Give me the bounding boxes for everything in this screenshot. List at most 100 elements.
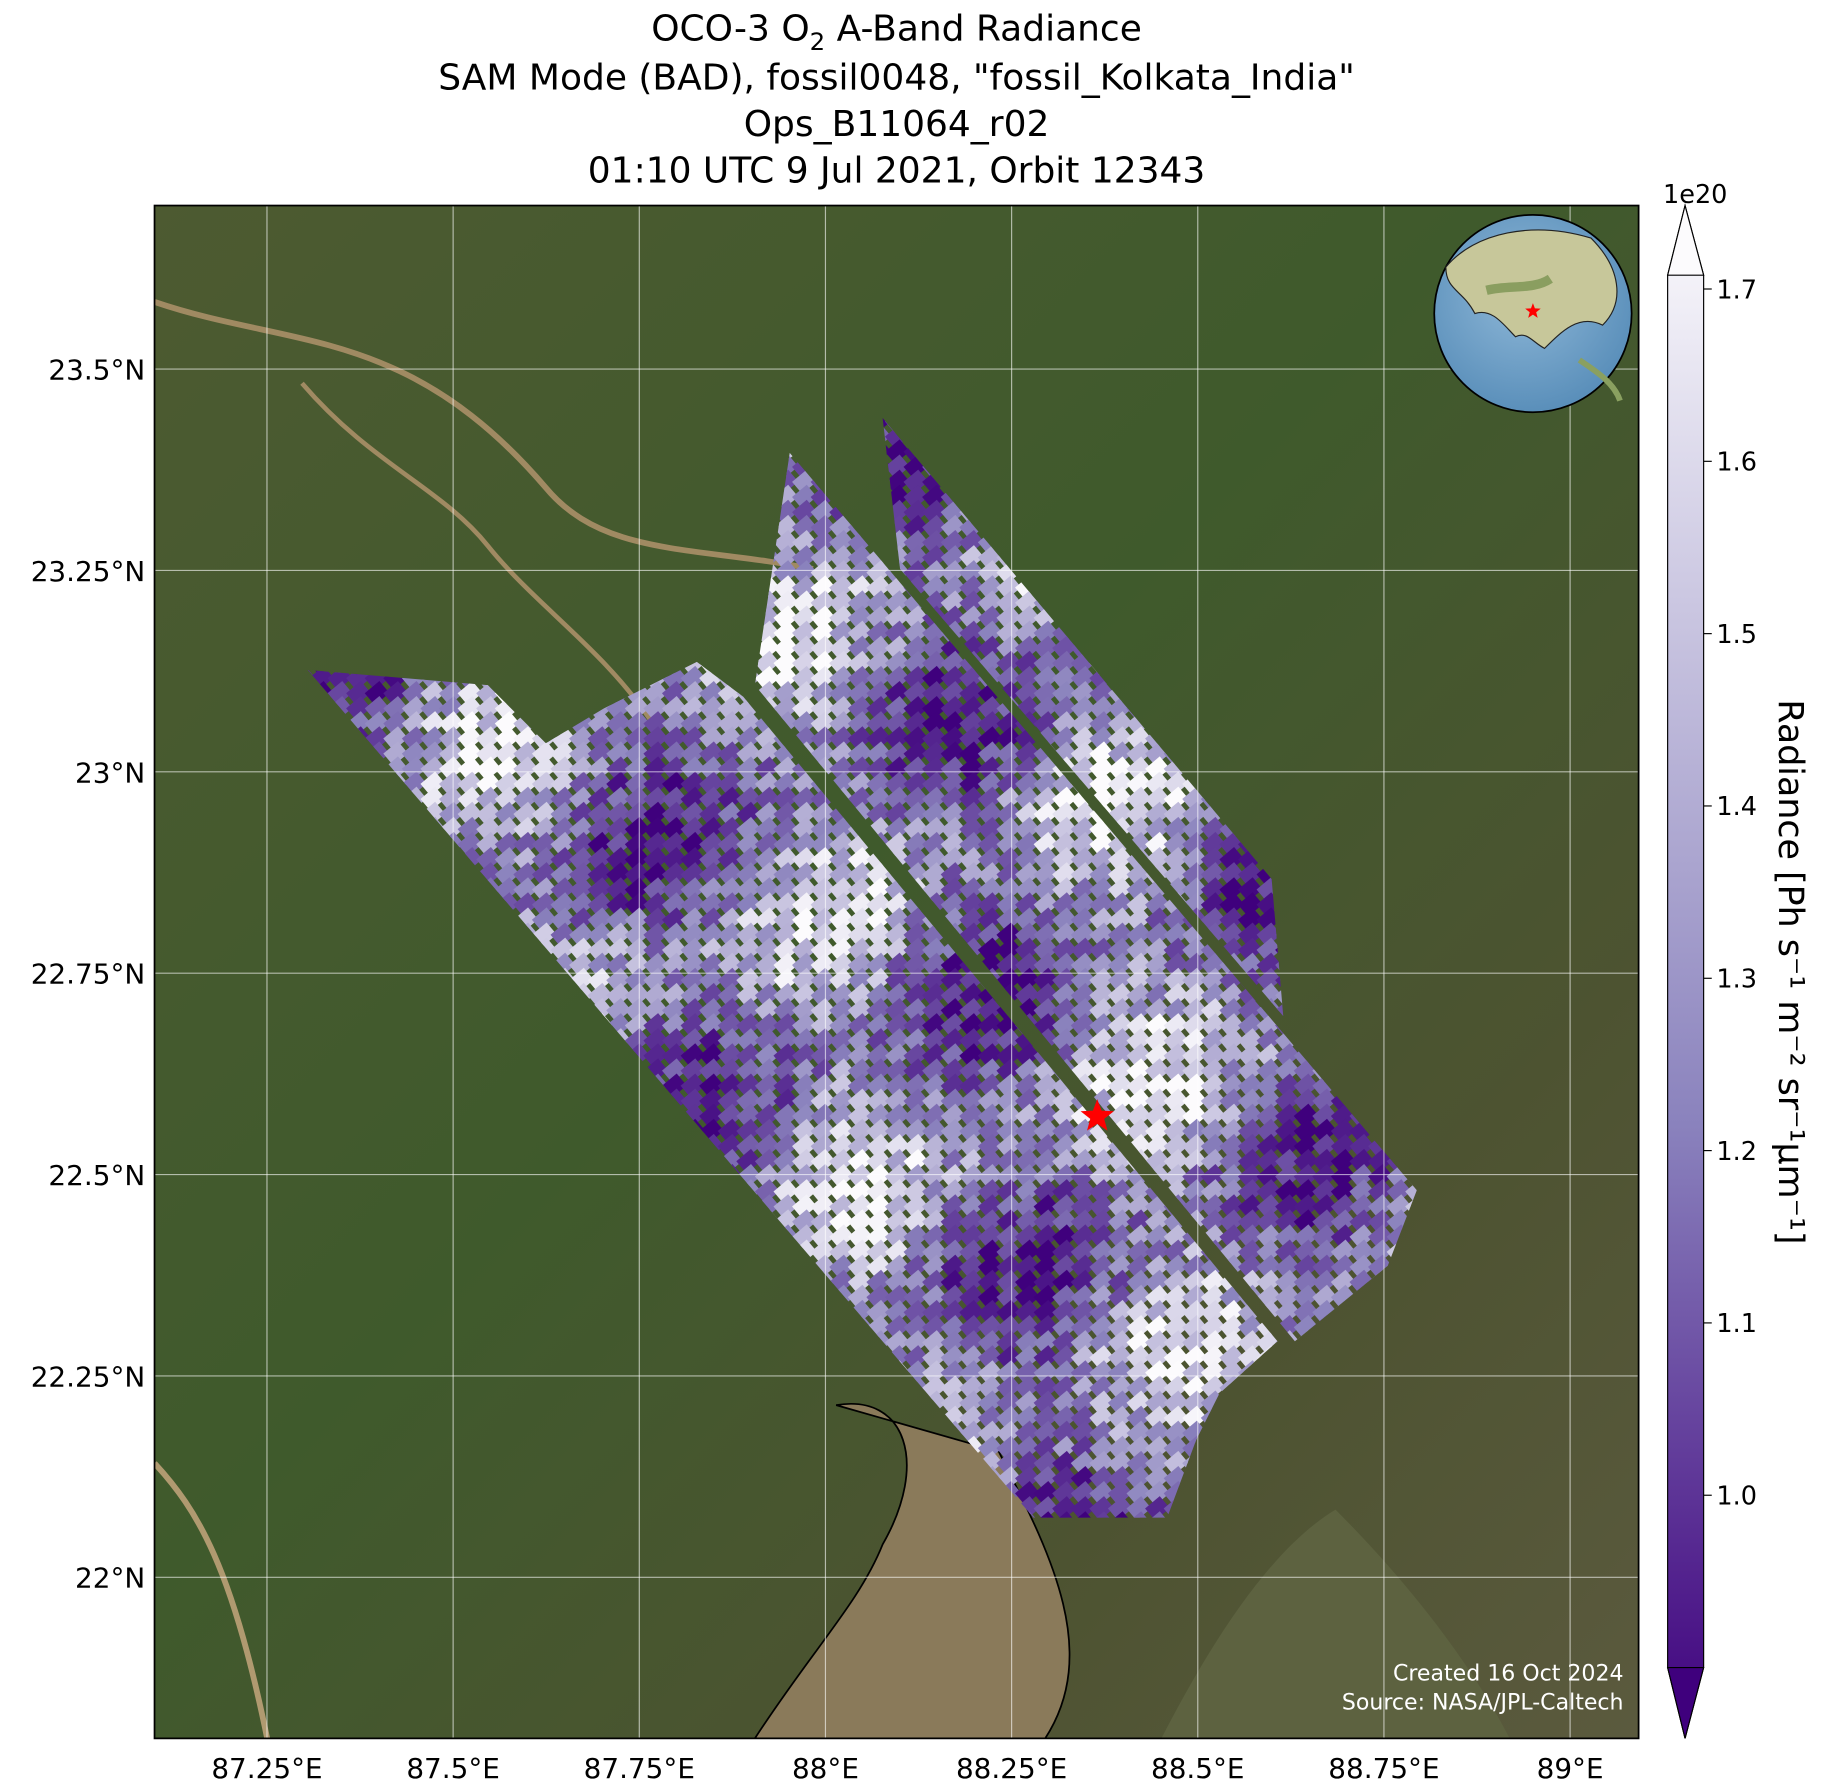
site-marker <box>1525 303 1541 318</box>
swath-cell <box>922 1345 947 1370</box>
x-tick-label: 89°E <box>1537 1752 1604 1785</box>
swath-cell <box>1256 1194 1282 1219</box>
swath-cell <box>680 967 706 993</box>
swath-cell <box>977 1179 1003 1204</box>
swath-cell <box>699 696 724 721</box>
swath-cell <box>1107 1435 1133 1461</box>
swath-cell <box>1219 907 1245 932</box>
swath-cell <box>1126 741 1152 766</box>
swath-cell <box>587 892 613 917</box>
swath-cell <box>1182 937 1207 962</box>
swath-cell <box>1145 1058 1170 1083</box>
swath-cell <box>773 650 799 676</box>
swath-cell <box>569 907 594 932</box>
swath-cell <box>866 907 892 932</box>
swath-cell <box>1107 1239 1133 1264</box>
swath-cell <box>810 1133 836 1159</box>
swath-cell <box>1163 1224 1189 1249</box>
swath-cell <box>810 1164 836 1189</box>
swath-cell <box>1107 1481 1133 1506</box>
swath-cell <box>1126 1299 1152 1325</box>
swath-cell <box>643 831 669 857</box>
swath-cell <box>1145 1420 1170 1445</box>
swath-cell <box>1182 1088 1207 1113</box>
swath-cell <box>531 771 557 796</box>
swath-cell <box>884 1103 910 1128</box>
swath-cell <box>1033 1254 1059 1279</box>
swath-cell <box>1089 741 1115 766</box>
swath-cell <box>736 997 762 1023</box>
swath-cell <box>1052 1496 1077 1518</box>
swath-cell <box>977 907 1003 932</box>
swath-cell <box>1015 1284 1040 1310</box>
swath-cell <box>1182 967 1207 993</box>
swath-cell <box>996 1375 1022 1400</box>
swath-cell <box>1330 1194 1356 1219</box>
swath-cell <box>940 1209 966 1234</box>
swath-cell <box>847 726 873 751</box>
swath-cell <box>1052 1481 1077 1506</box>
swath-cell <box>531 877 557 902</box>
swath-cell <box>1089 1360 1115 1385</box>
swath-cell <box>1126 726 1152 751</box>
swath-cell <box>754 1073 780 1098</box>
swath-cell <box>1089 907 1115 932</box>
swath-cell <box>513 816 539 842</box>
swath-cell <box>847 1043 873 1068</box>
swath-cell <box>977 1269 1003 1295</box>
swath-cell <box>1052 1375 1077 1400</box>
swath-cell <box>1107 1013 1133 1038</box>
swath-cell <box>643 967 669 993</box>
swath-cell <box>1312 1148 1338 1174</box>
swath-cell <box>550 877 576 902</box>
swath-cell <box>977 1209 1003 1234</box>
swath-cell <box>1145 1450 1170 1476</box>
swath-cell <box>922 726 947 751</box>
swath-cell <box>1145 1028 1170 1053</box>
swath-cell <box>903 741 929 766</box>
x-tick-label: 88.5°E <box>1151 1752 1245 1785</box>
swath-cell <box>1237 877 1263 902</box>
swath-cell <box>1200 862 1226 887</box>
swath-cell <box>847 635 873 660</box>
swath-cell <box>476 786 501 811</box>
swath-cell <box>1163 1405 1189 1430</box>
swath-cell <box>996 1360 1022 1385</box>
swath-cell <box>1145 952 1170 978</box>
swath-cell <box>884 726 910 751</box>
swath-cell <box>866 952 892 978</box>
swath-cell <box>1107 1420 1133 1445</box>
swath-cell <box>717 786 743 811</box>
swath-cell <box>903 1254 929 1279</box>
swath-cell <box>550 756 576 781</box>
swath-cell <box>717 877 743 902</box>
swath-cell <box>1033 1481 1059 1506</box>
swath-cell <box>866 726 892 751</box>
y-tick-label: 22.25°N <box>31 1360 146 1393</box>
swath-cell <box>903 650 929 676</box>
swath-cell <box>699 1043 724 1068</box>
swath-cell <box>1237 1088 1263 1113</box>
swath-cell <box>847 590 873 615</box>
swath-cell <box>1107 877 1133 902</box>
swath-cell <box>940 514 966 540</box>
swath-cell <box>1070 937 1096 962</box>
swath-cell <box>977 997 1003 1023</box>
swath-cell <box>1182 1405 1207 1430</box>
swath-cell <box>884 650 910 676</box>
swath-cell <box>754 635 780 660</box>
swath-cell <box>996 605 1022 630</box>
swath-cell <box>959 1284 985 1310</box>
swath-cell <box>661 831 687 857</box>
swath-cell <box>1237 892 1263 917</box>
swath-cell <box>494 711 520 736</box>
swath-cell <box>1163 982 1189 1008</box>
swath-cell <box>1200 997 1226 1023</box>
swath-cell <box>996 1224 1022 1249</box>
swath-cell <box>661 997 687 1023</box>
swath-cell <box>922 862 947 887</box>
swath-cell <box>1145 1435 1170 1461</box>
swath-cell <box>940 952 966 978</box>
swath-cell <box>457 786 483 811</box>
swath-cell <box>1126 1028 1152 1053</box>
